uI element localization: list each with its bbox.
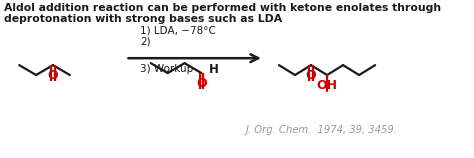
Text: OH: OH: [317, 79, 337, 92]
Text: O: O: [48, 69, 58, 82]
Text: O: O: [196, 77, 207, 90]
Text: deprotonation with strong bases such as LDA: deprotonation with strong bases such as …: [4, 14, 282, 24]
Text: O: O: [306, 69, 316, 82]
Text: 1) LDA, −78°C: 1) LDA, −78°C: [140, 25, 216, 36]
Text: 2): 2): [140, 36, 150, 46]
Text: J. Org. Chem.  1974, 39, 3459.: J. Org. Chem. 1974, 39, 3459.: [245, 125, 397, 136]
Text: 3) Workup: 3) Workup: [140, 64, 193, 74]
Text: H: H: [209, 63, 219, 76]
Text: Aldol addition reaction can be performed with ketone enolates through: Aldol addition reaction can be performed…: [4, 3, 441, 13]
